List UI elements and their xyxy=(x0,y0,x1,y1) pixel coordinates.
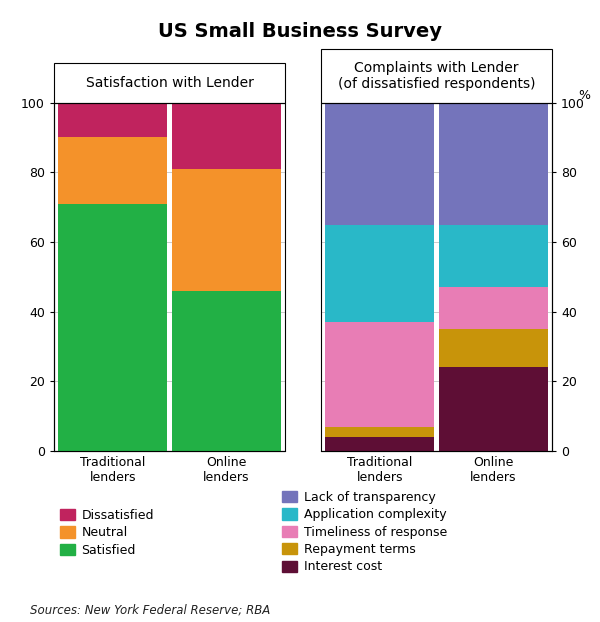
Bar xyxy=(439,329,548,368)
Bar xyxy=(172,103,281,169)
Legend: Lack of transparency, Application complexity, Timeliness of response, Repayment : Lack of transparency, Application comple… xyxy=(282,491,447,573)
Text: %: % xyxy=(578,89,590,102)
Bar xyxy=(325,437,434,451)
Text: Satisfaction with Lender: Satisfaction with Lender xyxy=(86,76,253,90)
Bar xyxy=(54,103,285,451)
Bar xyxy=(439,103,548,225)
Bar xyxy=(325,322,434,427)
Bar xyxy=(172,290,281,451)
Bar xyxy=(58,203,167,451)
Bar xyxy=(439,368,548,451)
Text: Sources: New York Federal Reserve; RBA: Sources: New York Federal Reserve; RBA xyxy=(30,604,270,617)
Bar xyxy=(325,225,434,322)
Bar xyxy=(439,287,548,329)
Bar xyxy=(58,137,167,203)
Bar xyxy=(439,225,548,287)
Bar xyxy=(54,63,285,103)
Bar xyxy=(325,427,434,437)
Bar xyxy=(321,49,552,103)
Bar xyxy=(172,169,281,290)
Bar xyxy=(325,103,434,225)
Text: Complaints with Lender
(of dissatisfied respondents): Complaints with Lender (of dissatisfied … xyxy=(338,60,535,91)
Legend: Dissatisfied, Neutral, Satisfied: Dissatisfied, Neutral, Satisfied xyxy=(60,509,154,557)
Text: US Small Business Survey: US Small Business Survey xyxy=(158,22,442,41)
Bar xyxy=(58,103,167,137)
Bar xyxy=(321,103,552,451)
